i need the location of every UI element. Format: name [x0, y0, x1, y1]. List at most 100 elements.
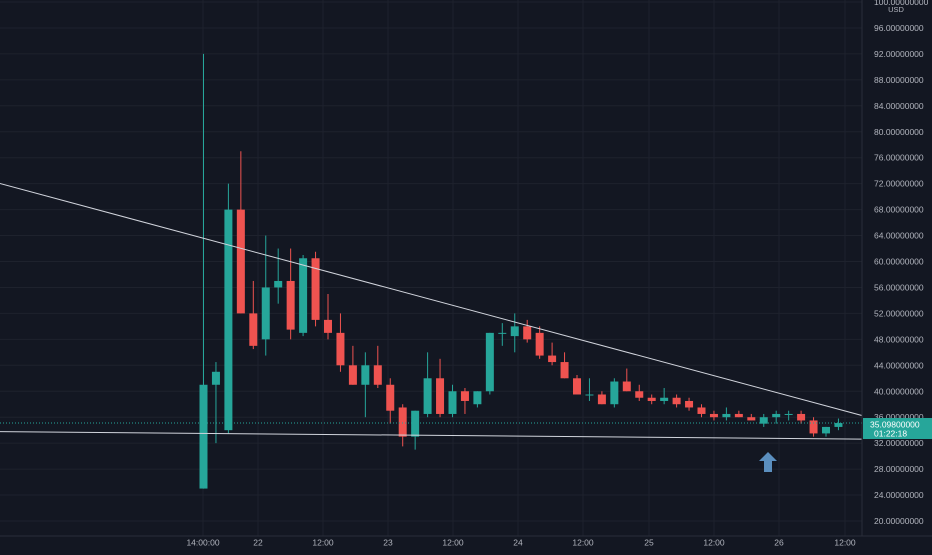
price-tick-label: 60.00000000: [874, 257, 924, 267]
current-price-label: 35.09800000 01:22:18: [863, 418, 932, 439]
candle: [348, 345, 357, 385]
candle: [834, 418, 843, 431]
candle: [498, 323, 507, 346]
price-tick-label: 36.00000000: [874, 412, 924, 422]
candle: [535, 326, 544, 359]
candle-body: [311, 258, 320, 320]
overlay-layer: [0, 422, 862, 472]
candle-body: [548, 355, 557, 363]
time-tick-label: 26: [774, 538, 784, 548]
candle: [373, 345, 382, 389]
candle-body: [460, 391, 469, 401]
candle: [523, 319, 532, 343]
candle-body: [199, 384, 208, 489]
candle-body: [261, 287, 270, 340]
candle-body: [822, 426, 830, 434]
candle: [622, 368, 631, 392]
candle-body: [834, 423, 843, 427]
candle: [224, 183, 233, 434]
candle-body: [398, 407, 407, 437]
candle-body: [722, 413, 731, 418]
candle: [211, 362, 220, 444]
candle: [510, 313, 519, 353]
time-axis[interactable]: 14:00:00 22 12:00 23 12:00 24 12:00 25 12:00 26 12…: [0, 535, 932, 550]
time-tick-label: 12:00: [442, 538, 464, 548]
candle: [336, 313, 345, 372]
candle-body: [622, 381, 631, 392]
candle: [597, 391, 606, 405]
time-tick-label: 23: [383, 538, 393, 548]
candle-body: [747, 417, 756, 421]
candle: [311, 251, 320, 327]
candle-body: [436, 378, 445, 414]
candle: [610, 378, 619, 408]
candle: [460, 388, 469, 414]
grid-layer: [0, 0, 862, 536]
price-axis[interactable]: USD 100.00000000 96.00000000 92.00000000 88…: [861, 0, 932, 536]
candle: [635, 384, 644, 401]
candle: [398, 404, 407, 447]
price-axis-background: [862, 0, 932, 536]
candle-body: [299, 258, 308, 333]
candle: [759, 413, 768, 427]
trendline-layer[interactable]: [0, 174, 932, 441]
candle-body: [597, 394, 606, 405]
candle: [236, 151, 245, 314]
candle: [660, 388, 669, 405]
candle-body: [759, 417, 768, 424]
candle: [772, 410, 781, 424]
price-tick-label: 28.00000000: [874, 464, 924, 474]
candle: [722, 407, 731, 421]
price-tick-label: 40.00000000: [874, 386, 924, 396]
trendline: [0, 182, 932, 435]
candle-body: [510, 326, 519, 337]
time-tick-label: 12:00: [703, 538, 725, 548]
price-tick-label: 44.00000000: [874, 360, 924, 370]
candle: [324, 293, 332, 340]
price-tick-label: 88.00000000: [874, 75, 924, 85]
candle-body: [734, 413, 743, 418]
candle-body: [610, 381, 619, 405]
candle-body: [423, 378, 432, 414]
candle-body: [709, 413, 718, 418]
candle: [647, 394, 656, 405]
candle: [199, 53, 208, 489]
candle: [747, 413, 756, 421]
candle-body: [573, 378, 581, 395]
candle: [473, 391, 482, 408]
candle: [261, 235, 270, 356]
price-tick-label: 72.00000000: [874, 179, 924, 189]
candle: [560, 352, 569, 379]
candle-body: [236, 209, 245, 314]
price-tick-label: 80.00000000: [874, 127, 924, 137]
price-tick-label: 92.00000000: [874, 49, 924, 59]
candle-layer: [199, 53, 843, 489]
candle-body: [473, 391, 482, 405]
price-tick-label: 20.00000000: [874, 516, 924, 526]
currency-label: USD: [888, 5, 904, 14]
candle: [249, 280, 258, 350]
candle: [361, 352, 370, 418]
time-tick-label: 12:00: [572, 538, 594, 548]
candle: [697, 404, 706, 418]
candle-body: [211, 371, 220, 385]
candle-body: [535, 332, 544, 356]
current-price-label-box: [863, 418, 932, 439]
candle-body: [485, 332, 494, 392]
candle-body: [772, 413, 781, 418]
time-tick-label: 12:00: [312, 538, 334, 548]
up-arrow-icon: [759, 452, 777, 472]
candle: [548, 342, 557, 366]
candle: [573, 375, 581, 395]
candle-body: [784, 413, 793, 415]
price-tick-label: 96.00000000: [874, 23, 924, 33]
candle-body: [809, 420, 818, 434]
candle-body: [635, 391, 644, 398]
candle-body: [373, 365, 382, 385]
candle: [709, 410, 718, 421]
candle-body: [672, 397, 681, 405]
candle: [299, 255, 308, 337]
